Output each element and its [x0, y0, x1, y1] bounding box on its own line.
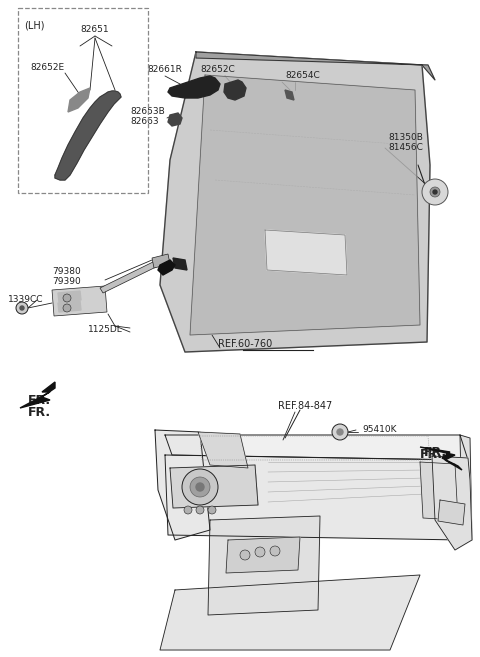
Circle shape [208, 506, 216, 514]
Text: 82651: 82651 [81, 26, 109, 35]
Polygon shape [165, 435, 468, 460]
Text: 95410K: 95410K [362, 426, 396, 434]
Circle shape [190, 477, 210, 497]
Text: 82652E: 82652E [30, 64, 64, 72]
Polygon shape [265, 230, 347, 275]
Polygon shape [100, 261, 158, 293]
Polygon shape [420, 462, 458, 520]
Text: 1339CC: 1339CC [8, 296, 44, 304]
Text: FR.: FR. [424, 445, 447, 459]
Circle shape [270, 546, 280, 556]
Text: 81350B: 81350B [388, 133, 423, 143]
Polygon shape [55, 91, 121, 180]
Polygon shape [58, 301, 81, 312]
Text: 82652C: 82652C [201, 66, 235, 74]
Polygon shape [285, 90, 294, 100]
Polygon shape [68, 88, 90, 112]
Circle shape [430, 187, 440, 197]
Text: 81456C: 81456C [388, 143, 423, 152]
Text: REF.60-760: REF.60-760 [218, 339, 272, 349]
Polygon shape [168, 113, 182, 126]
Circle shape [182, 469, 218, 505]
Polygon shape [165, 455, 462, 540]
Polygon shape [438, 500, 465, 525]
Circle shape [16, 302, 28, 314]
Circle shape [63, 304, 71, 312]
Polygon shape [226, 537, 300, 573]
Circle shape [196, 506, 204, 514]
Circle shape [337, 429, 343, 435]
Polygon shape [173, 258, 187, 270]
Circle shape [196, 483, 204, 491]
Polygon shape [168, 76, 220, 98]
Polygon shape [160, 575, 420, 650]
Polygon shape [58, 291, 81, 302]
Text: FR.: FR. [420, 447, 443, 461]
Polygon shape [155, 430, 210, 540]
Text: 79390: 79390 [52, 277, 81, 286]
Polygon shape [224, 80, 246, 100]
Polygon shape [190, 75, 420, 335]
Bar [18, 8, 148, 193]
Circle shape [184, 506, 192, 514]
Text: FR.: FR. [28, 394, 51, 407]
Polygon shape [152, 254, 170, 268]
Circle shape [422, 179, 448, 205]
Polygon shape [20, 382, 55, 408]
Circle shape [20, 306, 24, 310]
Circle shape [63, 294, 71, 302]
Polygon shape [420, 447, 462, 470]
Text: (LH): (LH) [24, 20, 45, 30]
Text: 82653B: 82653B [130, 108, 165, 116]
Text: 79380: 79380 [52, 267, 81, 277]
Polygon shape [170, 465, 258, 508]
Polygon shape [208, 516, 320, 615]
Circle shape [332, 424, 348, 440]
Text: FR.: FR. [28, 407, 51, 420]
Polygon shape [460, 435, 472, 540]
Text: 82654C: 82654C [285, 72, 320, 81]
Polygon shape [198, 432, 248, 468]
Text: 82663: 82663 [130, 118, 158, 127]
Polygon shape [432, 456, 472, 550]
Circle shape [255, 547, 265, 557]
Circle shape [240, 550, 250, 560]
Polygon shape [160, 52, 430, 352]
Text: 82661R: 82661R [147, 66, 182, 74]
Text: REF.84-847: REF.84-847 [278, 401, 332, 411]
Text: 1125DL: 1125DL [88, 325, 123, 334]
Polygon shape [158, 260, 175, 275]
Circle shape [433, 190, 437, 194]
Polygon shape [196, 52, 435, 80]
Polygon shape [52, 286, 107, 316]
